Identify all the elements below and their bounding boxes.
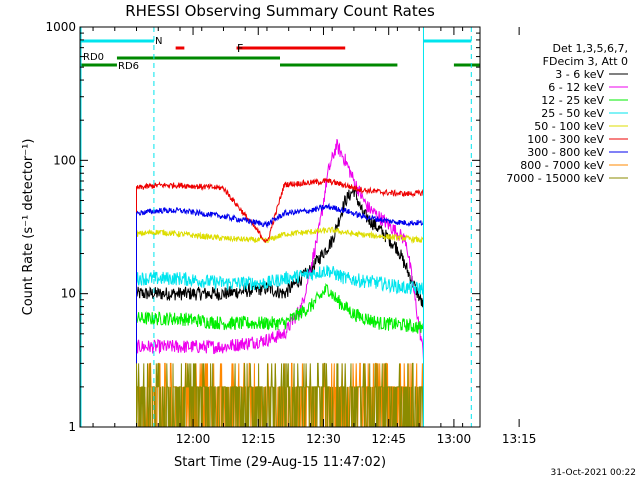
legend-entry-0: 3 - 6 keV <box>555 68 604 81</box>
flag-bars-layer <box>80 39 480 67</box>
legend-entry-5: 100 - 300 keV <box>527 133 604 146</box>
legend-header-line-2: FDecim 3, Att 0 <box>543 55 628 68</box>
plot-frame <box>79 26 481 428</box>
axes-layer: 12:00 12:15 12:30 12:45 13:00 13:15 1 10 100 1000 <box>45 20 536 446</box>
x-tick-label-0: 12:00 <box>176 432 211 446</box>
y-tick-label-1: 10 <box>61 287 76 301</box>
x-tick-label-4: 13:00 <box>437 432 472 446</box>
series-line-5 <box>136 177 424 427</box>
legend-entry-1: 6 - 12 keV <box>548 81 604 94</box>
x-axis-label: Start Time (29-Aug-15 11:47:02) <box>174 455 386 470</box>
flag-label-f: F <box>237 42 243 55</box>
x-tick-label-5: 13:15 <box>502 432 537 446</box>
legend-entry-7: 800 - 7000 keV <box>520 159 604 172</box>
series-line-0 <box>136 187 424 427</box>
y-axis-label: Count Rate (s⁻¹ detector⁻¹) <box>21 139 36 316</box>
series-layer <box>136 138 424 428</box>
series-line-8 <box>136 362 424 428</box>
series-line-6 <box>136 202 424 427</box>
flag-label-n: N <box>155 36 162 47</box>
legend-entry-3: 25 - 50 keV <box>541 107 604 120</box>
timestamp: 31-Oct-2021 00:22 <box>551 468 636 478</box>
x-tick-label-1: 12:15 <box>241 432 276 446</box>
flag-label-rd6: RD6 <box>118 61 139 72</box>
legend-entry-6: 300 - 800 keV <box>527 146 604 159</box>
vertical-markers-layer <box>80 27 472 427</box>
x-tick-label-3: 12:45 <box>371 432 406 446</box>
chart-title: RHESSI Observing Summary Count Rates <box>125 2 435 20</box>
series-line-1 <box>136 138 424 427</box>
series-line-4 <box>136 226 424 427</box>
x-tick-label-2: 12:30 <box>306 432 341 446</box>
flag-label-rd0: RD0 <box>83 52 104 63</box>
y-tick-label-2: 100 <box>53 153 76 167</box>
legend-header-line-1: Det 1,3,5,6,7, <box>552 42 628 55</box>
y-tick-label-0: 1 <box>68 420 76 434</box>
legend-entry-4: 50 - 100 keV <box>534 120 604 133</box>
series-line-2 <box>136 282 424 427</box>
legend-entry-8: 7000 - 15000 keV <box>506 172 604 185</box>
y-tick-label-3: 1000 <box>45 20 76 34</box>
series-line-3 <box>136 265 424 427</box>
legend-entry-2: 12 - 25 keV <box>541 94 604 107</box>
